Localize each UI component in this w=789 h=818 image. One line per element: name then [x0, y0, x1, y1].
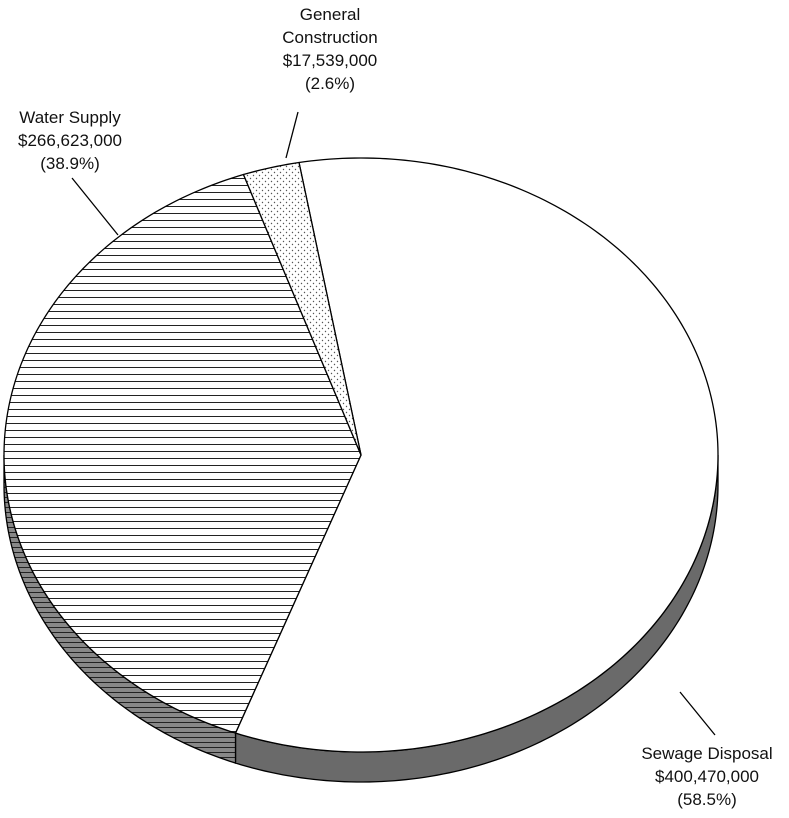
leader-line [71, 177, 119, 236]
category-label: Water Supply [19, 108, 121, 127]
value-label: $266,623,000 [18, 131, 122, 150]
percent-label: (58.5%) [677, 790, 737, 809]
leader-line [679, 691, 716, 736]
value-label: $400,470,000 [655, 767, 759, 786]
category-label: General Construction [282, 5, 378, 47]
slice [242, 161, 362, 456]
slice-label: General Construction $17,539,000 (2.6%) [260, 3, 400, 95]
percent-label: (2.6%) [304, 74, 356, 93]
percent-label: (38.9%) [40, 154, 100, 173]
slice-label: Water Supply $266,623,000 (38.9%) [0, 106, 140, 175]
category-label: Sewage Disposal [641, 744, 773, 763]
leader-line [285, 111, 299, 159]
slice-label: Sewage Disposal $400,470,000 (58.5%) [625, 742, 789, 811]
slice [3, 173, 362, 734]
value-label: $17,539,000 [282, 51, 378, 70]
slice [234, 157, 719, 753]
